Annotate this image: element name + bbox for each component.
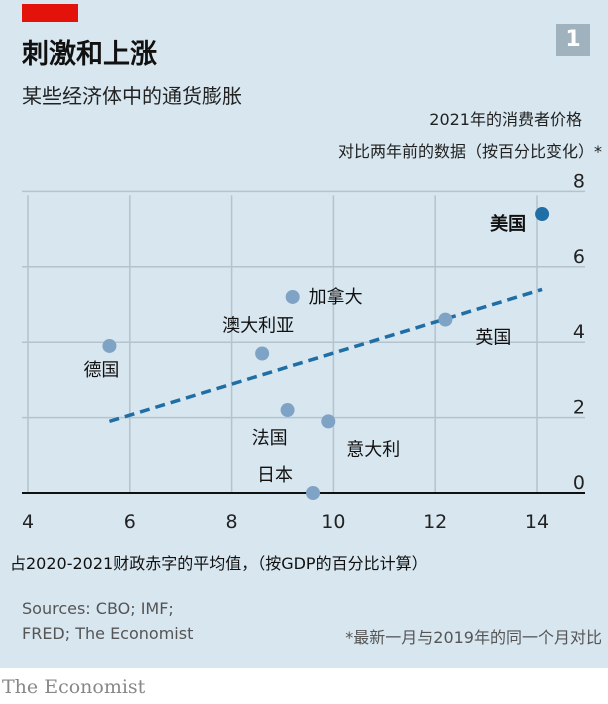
point-label: 美国 xyxy=(490,213,526,235)
point-label: 法国 xyxy=(252,428,288,449)
sources-line2: FRED; The Economist xyxy=(22,624,194,643)
data-point xyxy=(321,414,336,429)
data-point xyxy=(255,346,270,361)
trend-line xyxy=(108,287,543,424)
x-tick-label: 14 xyxy=(525,511,549,533)
y-tick-label: 8 xyxy=(573,170,585,192)
x-tick-label: 8 xyxy=(226,511,238,533)
chart-subtitle: 某些经济体中的通货膨胀 xyxy=(22,84,242,108)
y-axis-label-line2: 对比两年前的数据（按百分比变化）* xyxy=(337,142,602,161)
x-tick-label: 12 xyxy=(423,511,447,533)
footnote: *最新一月与2019年的同一个月对比 xyxy=(345,628,602,647)
y-axis-label-line1: 2021年的消费者价格 xyxy=(429,110,582,129)
data-point xyxy=(280,403,295,418)
sources: Sources: CBO; IMF; FRED; The Economist xyxy=(22,596,193,646)
point-label: 日本 xyxy=(257,465,293,486)
data-point xyxy=(438,312,453,327)
data-point xyxy=(306,486,321,500)
x-tick-label: 10 xyxy=(321,511,345,533)
data-point xyxy=(535,207,550,222)
point-label: 澳大利亚 xyxy=(222,316,294,337)
data-point xyxy=(285,289,300,304)
x-tick-label: 4 xyxy=(22,511,34,533)
sources-line1: Sources: CBO; IMF; xyxy=(22,599,174,618)
y-tick-label: 0 xyxy=(573,472,585,494)
economist-logo: The Economist xyxy=(2,676,146,698)
point-label: 加拿大 xyxy=(309,286,363,308)
point-label: 德国 xyxy=(83,360,119,381)
chart-number-badge: 1 xyxy=(556,24,590,56)
x-axis-label: 占2020-2021财政赤字的平均值，（按GDP的百分比计算） xyxy=(10,554,428,573)
point-label: 英国 xyxy=(475,328,511,349)
y-tick-label: 4 xyxy=(573,321,585,343)
chart-panel xyxy=(0,0,608,668)
brand-red-bar xyxy=(22,4,78,22)
y-tick-label: 6 xyxy=(573,246,585,268)
y-tick-label: 2 xyxy=(573,397,585,419)
chart-title: 刺激和上涨 xyxy=(22,39,157,70)
point-label: 意大利 xyxy=(346,439,400,460)
data-point xyxy=(102,338,117,353)
x-tick-label: 6 xyxy=(124,511,136,533)
